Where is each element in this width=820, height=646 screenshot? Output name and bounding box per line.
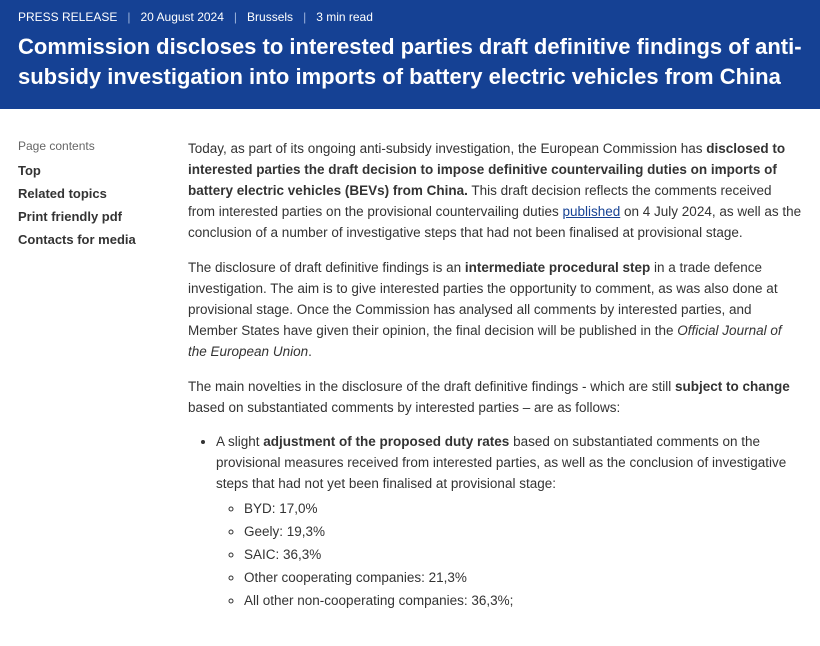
page-title: Commission discloses to interested parti…: [18, 32, 802, 91]
sidebar-item-contacts[interactable]: Contacts for media: [18, 232, 158, 247]
list-item: All other non-cooperating companies: 36,…: [244, 591, 802, 612]
bold-text: subject to change: [675, 379, 790, 394]
hero-banner: PRESS RELEASE | 20 August 2024 | Brussel…: [0, 0, 820, 109]
sidebar-item-related[interactable]: Related topics: [18, 186, 158, 201]
paragraph: The main novelties in the disclosure of …: [188, 377, 802, 419]
sidebar-item-top[interactable]: Top: [18, 163, 158, 178]
page-contents-nav: Page contents Top Related topics Print f…: [18, 139, 158, 625]
sidebar-item-print[interactable]: Print friendly pdf: [18, 209, 158, 224]
text: Today, as part of its ongoing anti-subsi…: [188, 141, 706, 156]
link-published[interactable]: published: [562, 204, 620, 219]
bold-text: adjustment of the proposed duty rates: [263, 434, 509, 449]
content-wrap: Page contents Top Related topics Print f…: [0, 109, 820, 645]
list-item: BYD: 17,0%: [244, 499, 802, 520]
duty-rates-list: BYD: 17,0% Geely: 19,3% SAIC: 36,3% Othe…: [216, 499, 802, 612]
novelties-list: A slight adjustment of the proposed duty…: [188, 432, 802, 611]
text: based on substantiated comments by inter…: [188, 400, 620, 415]
meta-type: PRESS RELEASE: [18, 10, 117, 24]
meta-readtime: 3 min read: [316, 10, 373, 24]
meta-location: Brussels: [247, 10, 293, 24]
meta-row: PRESS RELEASE | 20 August 2024 | Brussel…: [18, 10, 802, 24]
sidebar-title: Page contents: [18, 139, 158, 153]
list-item: A slight adjustment of the proposed duty…: [216, 432, 802, 611]
meta-separator: |: [234, 10, 237, 24]
bold-text: intermediate procedural step: [465, 260, 650, 275]
text: The main novelties in the disclosure of …: [188, 379, 675, 394]
list-item: Other cooperating companies: 21,3%: [244, 568, 802, 589]
text: The disclosure of draft definitive findi…: [188, 260, 465, 275]
article-body: Today, as part of its ongoing anti-subsi…: [188, 139, 802, 625]
list-item: Geely: 19,3%: [244, 522, 802, 543]
paragraph: The disclosure of draft definitive findi…: [188, 258, 802, 363]
paragraph: Today, as part of its ongoing anti-subsi…: [188, 139, 802, 244]
meta-separator: |: [303, 10, 306, 24]
text: A slight: [216, 434, 263, 449]
meta-date: 20 August 2024: [141, 10, 224, 24]
text: .: [308, 344, 312, 359]
meta-separator: |: [127, 10, 130, 24]
